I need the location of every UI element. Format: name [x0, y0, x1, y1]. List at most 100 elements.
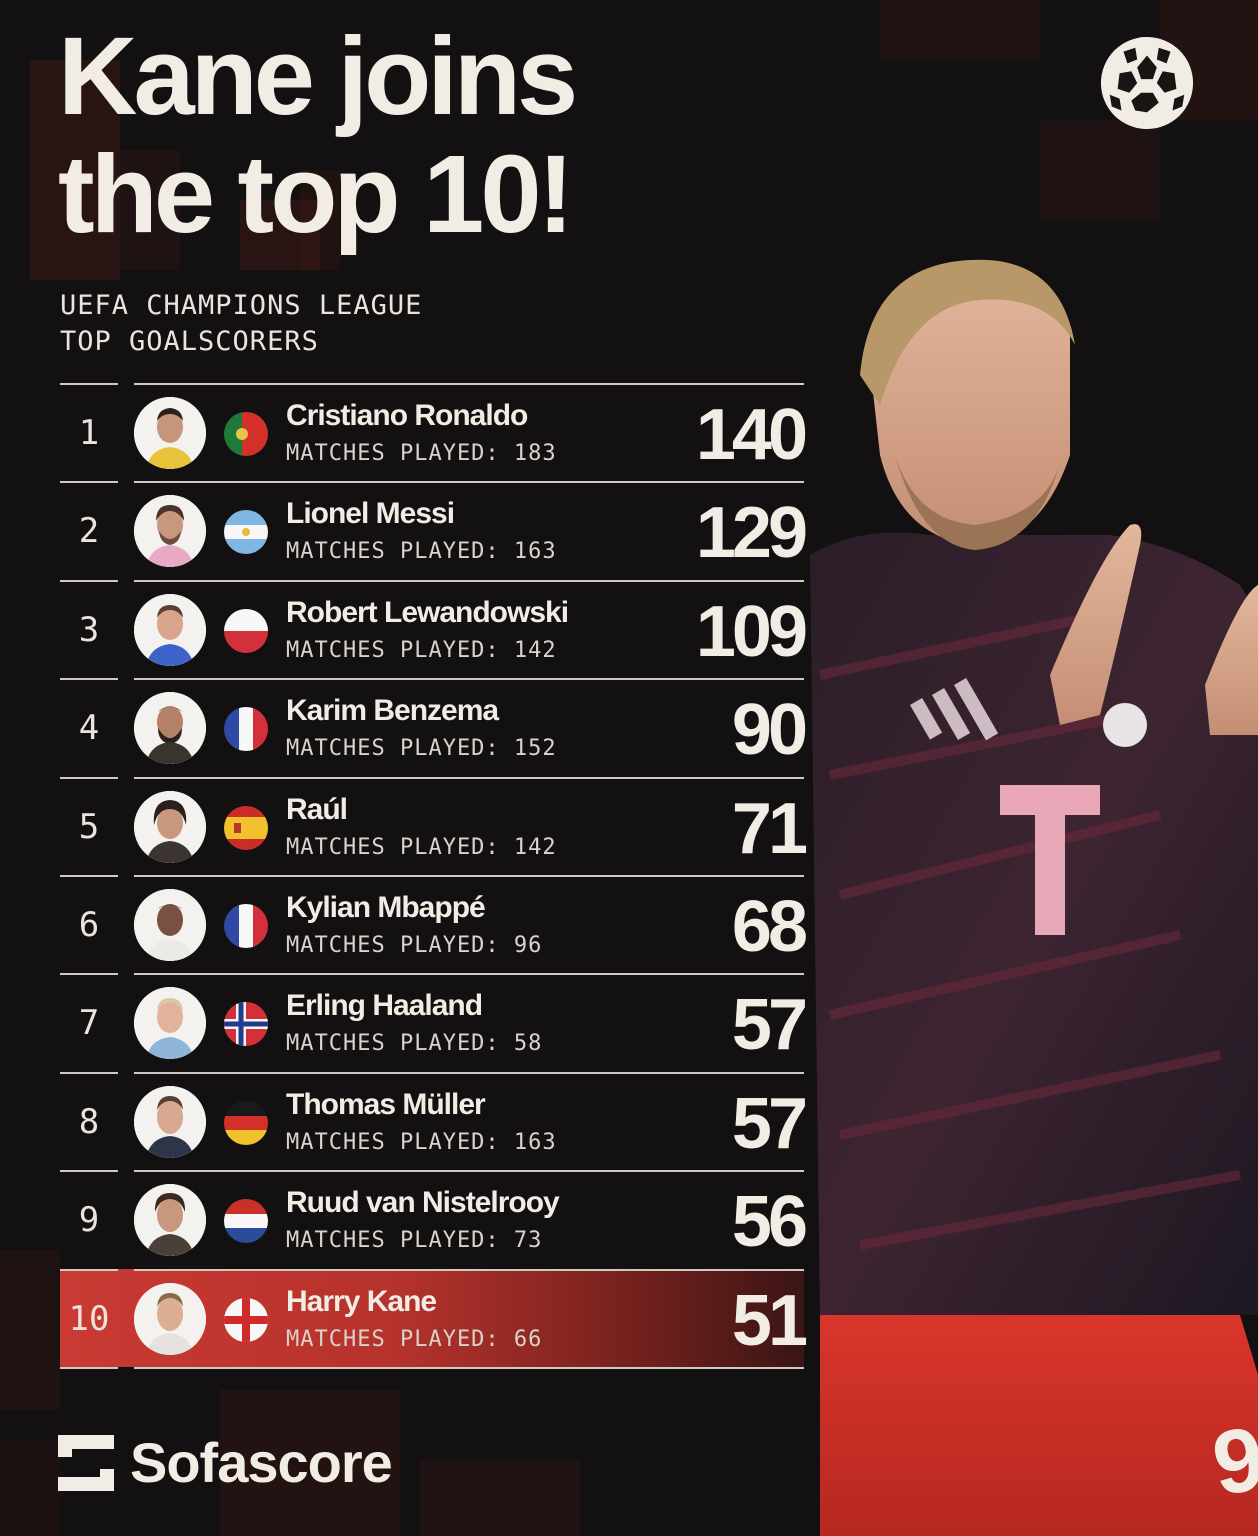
france-flag-icon: [224, 903, 268, 948]
row-divider: [60, 383, 118, 385]
page-title: Kane joins the top 10!: [58, 15, 578, 256]
player-name: Harry Kane: [286, 1284, 437, 1318]
rank: 6: [78, 904, 100, 945]
portugal-flag-icon: [224, 412, 268, 456]
matches-played: MATCHES PLAYED: 163: [286, 539, 557, 565]
table-row: 3 Robert Lewandowski MATCHES PLAYED: 142…: [60, 579, 808, 678]
goals-count: 68: [731, 886, 808, 967]
matches-played: MATCHES PLAYED: 183: [286, 441, 557, 466]
player-name: Kylian Mbappé: [286, 890, 486, 924]
norway-flag-icon: [224, 1002, 268, 1047]
goals-count: 57: [731, 1083, 808, 1164]
spain-flag-icon: [224, 805, 268, 850]
rank: 3: [78, 609, 100, 650]
sofascore-logo-icon: [58, 1434, 114, 1491]
matches-played: MATCHES PLAYED: 142: [286, 637, 557, 663]
row-divider: [60, 1071, 118, 1074]
goals-count: 57: [731, 985, 808, 1066]
row-divider: [60, 874, 118, 877]
champions-league-starball-icon: [1100, 36, 1194, 130]
row-divider: [60, 1268, 118, 1271]
player-name: Karim Benzema: [286, 694, 499, 728]
row-divider: [134, 1268, 804, 1271]
row-divider: [60, 1366, 118, 1369]
player-name: Raúl: [286, 792, 348, 826]
matches-played: MATCHES PLAYED: 58: [286, 1031, 543, 1057]
row-divider: [60, 678, 118, 681]
rank: 8: [78, 1101, 100, 1142]
title-line-2: the top 10!: [58, 133, 574, 256]
top-scorers-table: 1 Cristiano Ronaldo MATCHES PLAYED: 183 …: [60, 383, 808, 1369]
player-avatar-icon: [134, 593, 206, 666]
matches-played: MATCHES PLAYED: 163: [286, 1129, 557, 1155]
poland-flag-icon: [224, 608, 268, 653]
player-name: Ruud van Nistelrooy: [286, 1186, 560, 1220]
table-row: 6 Kylian Mbappé MATCHES PLAYED: 96 68: [60, 874, 808, 973]
player-avatar-icon: [134, 1282, 206, 1355]
table-row: 2 Lionel Messi MATCHES PLAYED: 163 129: [60, 481, 808, 579]
table-row: 8 Thomas Müller MATCHES PLAYED: 163 57: [60, 1071, 808, 1170]
goals-count: 51: [731, 1280, 808, 1361]
row-divider: [134, 973, 804, 976]
player-name: Erling Haaland: [286, 989, 483, 1023]
rank: 4: [78, 708, 100, 749]
rank: 10: [68, 1298, 110, 1339]
row-divider: [60, 973, 118, 976]
row-divider: [134, 1170, 804, 1173]
matches-played: MATCHES PLAYED: 66: [286, 1326, 543, 1352]
player-avatar-icon: [134, 1085, 206, 1158]
player-avatar-icon: [134, 790, 206, 863]
matches-played: MATCHES PLAYED: 73: [286, 1228, 543, 1254]
table-row: 5 Raúl MATCHES PLAYED: 142 71: [60, 776, 808, 875]
table-row: 9 Ruud van Nistelrooy MATCHES PLAYED: 73…: [60, 1170, 808, 1268]
player-avatar-icon: [134, 987, 206, 1060]
title-line-1: Kane joins: [58, 15, 578, 138]
goals-count: 71: [731, 788, 808, 869]
row-divider: [134, 776, 804, 779]
row-divider: [134, 481, 804, 484]
player-avatar-icon: [134, 1184, 206, 1257]
goals-count: 109: [695, 591, 808, 672]
row-divider: [134, 678, 804, 681]
row-divider: [60, 1170, 118, 1173]
row-divider: [134, 383, 804, 385]
germany-flag-icon: [224, 1100, 268, 1145]
row-divider: [134, 874, 804, 877]
france-flag-icon: [224, 707, 268, 752]
row-divider: [60, 481, 118, 484]
player-avatar-icon: [134, 495, 206, 568]
goals-count: 56: [731, 1182, 808, 1263]
rank: 2: [78, 511, 100, 552]
row-divider: [60, 579, 118, 582]
goals-count: 140: [695, 395, 808, 475]
argentina-flag-icon: [224, 510, 268, 555]
row-divider: [134, 1071, 804, 1074]
goals-count: 90: [731, 690, 808, 771]
table-bottom-divider: [60, 1366, 804, 1369]
table-row: 7 Erling Haaland MATCHES PLAYED: 58 57: [60, 973, 808, 1071]
subtitle: UEFA CHAMPIONS LEAGUE TOP GOALSCORERS: [60, 288, 422, 360]
rank: 9: [78, 1200, 100, 1241]
player-name: Robert Lewandowski: [286, 595, 569, 629]
player-name: Cristiano Ronaldo: [286, 399, 528, 432]
player-name: Lionel Messi: [286, 497, 455, 531]
table-row-highlighted: 10 Harry Kane MATCHES PLAYED: 66 51: [60, 1268, 808, 1367]
table-row: 4 Karim Benzema MATCHES PLAYED: 152 90: [60, 678, 808, 776]
subtitle-line-1: UEFA CHAMPIONS LEAGUE: [60, 290, 423, 321]
player-avatar-icon: [134, 692, 206, 765]
matches-played: MATCHES PLAYED: 142: [286, 834, 557, 860]
player-avatar-icon: [134, 397, 206, 469]
rank: 7: [78, 1003, 100, 1044]
player-avatar-icon: [134, 888, 206, 961]
row-divider: [60, 776, 118, 779]
player-name: Thomas Müller: [286, 1087, 486, 1121]
matches-played: MATCHES PLAYED: 152: [286, 736, 557, 762]
subtitle-line-2: TOP GOALSCORERS: [60, 326, 319, 357]
table-row: 1 Cristiano Ronaldo MATCHES PLAYED: 183 …: [60, 383, 808, 481]
goals-count: 129: [695, 493, 808, 574]
sofascore-brand: Sofascore: [58, 1430, 393, 1495]
netherlands-flag-icon: [224, 1199, 268, 1244]
rank: 1: [78, 413, 100, 453]
harry-kane-photo: 9: [810, 259, 1258, 1536]
